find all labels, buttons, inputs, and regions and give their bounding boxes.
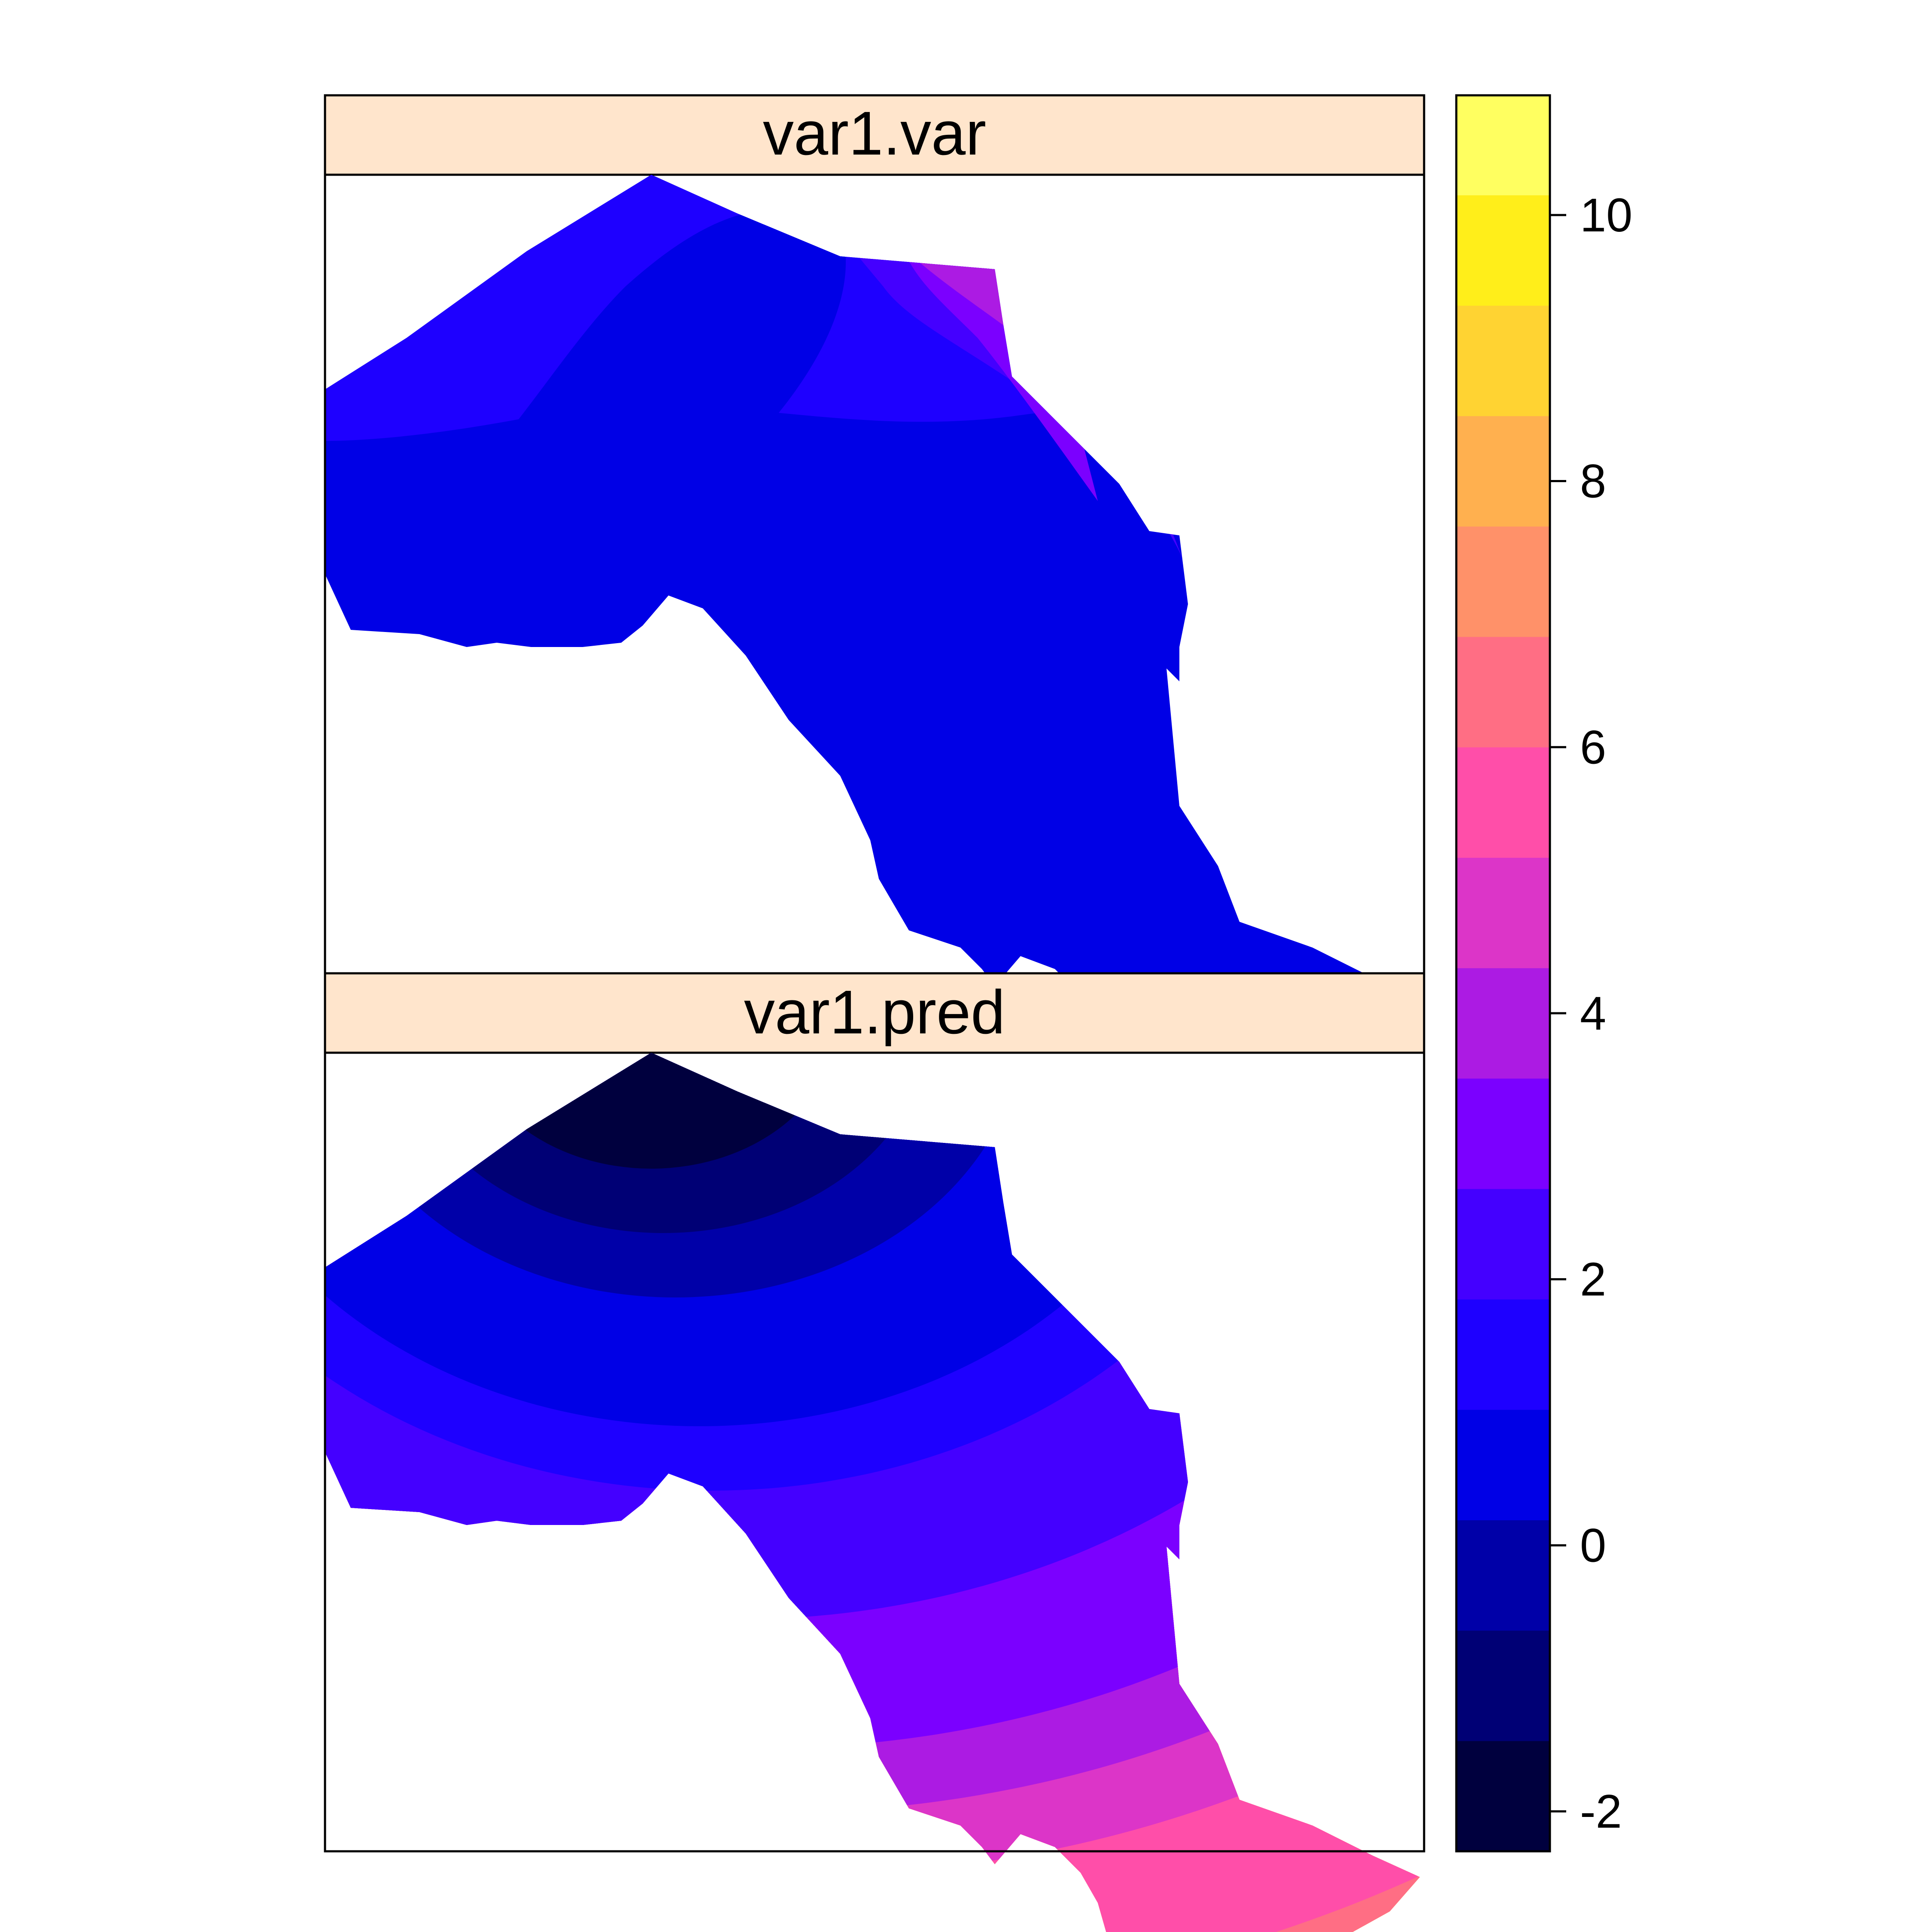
- colorkey-frame: [1455, 94, 1551, 1853]
- colorkey-tick-label: 6: [1580, 721, 1606, 774]
- map-var-band-4: [840, 235, 1184, 561]
- colorkey: -2 0 2 4 6 8 10: [1455, 94, 1632, 1853]
- colorkey-band: [1456, 637, 1550, 747]
- map-var-band-2: [454, 209, 846, 492]
- strip-label-var1-var: var1.var: [763, 99, 986, 168]
- colorkey-band: [1456, 1299, 1550, 1410]
- strip-var1-var: [324, 94, 1425, 176]
- strip-var1-pred: [324, 972, 1425, 1054]
- colorkey-tick-label: 2: [1580, 1253, 1606, 1306]
- colorkey-band: [1456, 1188, 1550, 1300]
- colorkey-band: [1456, 305, 1550, 416]
- colorkey-band: [1456, 195, 1550, 306]
- colorkey-band: [1456, 968, 1550, 1079]
- colorkey-tick-label: 8: [1580, 455, 1606, 508]
- colorkey-band: [1456, 1741, 1550, 1852]
- colorkey-ticks: -2 0 2 4 6 8 10: [1550, 189, 1632, 1838]
- colorkey-tick-label: -2: [1580, 1785, 1622, 1838]
- panel-frame-var1-pred: [324, 972, 1425, 1853]
- colorkey-band: [1456, 1520, 1550, 1631]
- colorkey-band: [1456, 1410, 1550, 1520]
- colorkey-tick-label: 0: [1580, 1519, 1606, 1572]
- colorkey-band: [1456, 857, 1550, 969]
- colorkey-band: [1456, 1078, 1550, 1189]
- map-var1-var: [325, 175, 1420, 973]
- colorkey-band: [1456, 416, 1550, 527]
- colorkey-tick-label: 4: [1580, 987, 1606, 1040]
- colorkey-bands: [1456, 95, 1550, 1852]
- panel-var1-var: var1.var: [324, 94, 1425, 975]
- strip-label-var1-pred: var1.pred: [744, 978, 1005, 1047]
- colorkey-band: [1456, 526, 1550, 637]
- colorkey-band: [1456, 95, 1550, 195]
- colorkey-band: [1456, 1630, 1550, 1741]
- colorkey-tick-label: 10: [1580, 189, 1632, 242]
- map-var-band-1: [325, 175, 1420, 441]
- colorkey-band: [1456, 747, 1550, 858]
